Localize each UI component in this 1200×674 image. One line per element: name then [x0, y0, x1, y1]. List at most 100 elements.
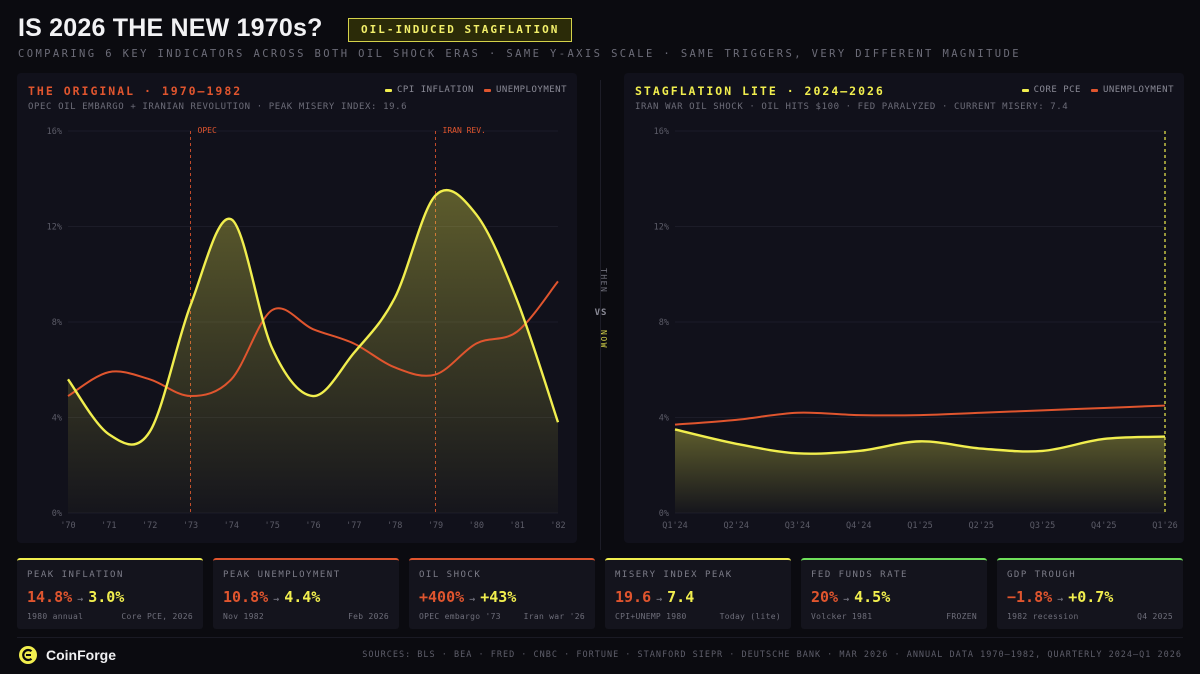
card-then-note: 1980 annual: [27, 612, 84, 621]
page-title: IS 2026 THE NEW 1970s?: [18, 14, 323, 42]
card-now-value: +43%: [480, 588, 517, 606]
stat-card-peak-unemployment: PEAK UNEMPLOYMENT 10.8% → 4.4% Nov 1982 Fe…: [213, 558, 399, 629]
x-tick-label: '73: [183, 521, 198, 531]
stat-card-fed-funds: FED FUNDS RATE 20% → 4.5% Volcker 1981 FRO…: [801, 558, 987, 629]
stat-card-oil-shock: OIL SHOCK +400% → +43% OPEC embargo '73 Ir…: [409, 558, 595, 629]
card-now-note: Core PCE, 2026: [121, 612, 193, 621]
card-then-value: 14.8%: [27, 588, 73, 606]
legend-swatch-icon: [1021, 88, 1029, 92]
legend-label: CORE PCE: [1033, 85, 1081, 95]
x-tick-label: Q1'25: [907, 521, 933, 531]
card-now-value: 4.4%: [284, 588, 321, 606]
brand-name: CoinForge: [46, 647, 116, 663]
x-tick-label: '74: [224, 521, 239, 531]
x-tick-label: '79: [428, 521, 443, 531]
card-values: 10.8% → 4.4%: [223, 588, 320, 606]
chart-legend: CPI INFLATION UNEMPLOYMENT: [385, 85, 567, 95]
legend-item-inflation: CPI INFLATION: [385, 85, 474, 95]
x-tick-label: Q2'25: [968, 521, 994, 531]
legend-label: UNEMPLOYMENT: [1102, 85, 1174, 95]
card-now-note: Q4 2025: [1137, 612, 1173, 621]
panel-divider: [600, 80, 601, 550]
arrow-right-icon: →: [273, 594, 280, 605]
card-then-note: 1982 recession: [1007, 612, 1079, 621]
card-now-note: Feb 2026: [348, 612, 389, 621]
inflation-line: [674, 428, 1166, 455]
x-tick-label: Q3'24: [785, 521, 811, 531]
line-chart-1970s: 0% 4% 8% 12% 16% '70 '71 '72 '73 '74 '75 '76 '77 '78 '…: [47, 126, 566, 531]
y-tick-label: 16%: [654, 127, 669, 137]
card-then-note: Nov 1982: [223, 612, 264, 621]
card-label: PEAK INFLATION: [27, 570, 124, 580]
card-now-value: 3.0%: [88, 588, 125, 606]
line-chart-2020s: 0% 4% 8% 12% 16% Q1'24 Q2'24 Q3'24 Q4'24 Q1'25 Q2'…: [654, 127, 1178, 531]
y-tick-label: 0%: [52, 509, 62, 519]
x-tick-label: '70: [60, 521, 75, 531]
card-label: OIL SHOCK: [419, 570, 482, 580]
x-tick-label: Q4'25: [1091, 521, 1117, 531]
card-values: 19.6 → 7.4: [615, 588, 694, 606]
stat-card-misery-index: MISERY INDEX PEAK 19.6 → 7.4 CPI+UNEMP 198…: [605, 558, 791, 629]
y-tick-label: 12%: [47, 223, 62, 233]
card-then-value: +400%: [419, 588, 465, 606]
x-tick-label: '72: [142, 521, 157, 531]
panel-subtitle: IRAN WAR OIL SHOCK · OIL HITS $100 · FED…: [635, 102, 1069, 112]
legend-item-unemployment: UNEMPLOYMENT: [1090, 85, 1174, 95]
legend-swatch-icon: [1090, 88, 1098, 92]
x-tick-label: '71: [101, 521, 116, 531]
page-subtitle: COMPARING 6 KEY INDICATORS ACROSS BOTH O…: [18, 48, 1021, 60]
y-tick-label: 4%: [52, 414, 62, 424]
x-tick-label: Q4'24: [846, 521, 872, 531]
x-tick-label: '80: [469, 521, 484, 531]
chart-legend: CORE PCE UNEMPLOYMENT: [1021, 85, 1174, 95]
chart-panel-1970s: THE ORIGINAL · 1970–1982 OPEC OIL EMBARG…: [17, 73, 577, 543]
card-then-note: OPEC embargo '73: [419, 612, 501, 621]
card-now-value: +0.7%: [1068, 588, 1114, 606]
footer-divider: [17, 637, 1183, 638]
card-values: +400% → +43%: [419, 588, 516, 606]
event-label: OPEC: [198, 126, 217, 135]
arrow-right-icon: →: [77, 594, 84, 605]
x-tick-label: '82: [550, 521, 565, 531]
card-now-note: Today (lite): [719, 612, 781, 621]
x-tick-label: Q1'26: [1152, 521, 1178, 531]
brand[interactable]: CoinForge: [18, 645, 116, 665]
panel-subtitle: OPEC OIL EMBARGO + IRANIAN REVOLUTION · …: [28, 102, 408, 112]
unemployment-line: [67, 280, 559, 398]
x-tick-label: Q1'24: [662, 521, 688, 531]
y-tick-label: 0%: [659, 509, 669, 519]
x-tick-label: '75: [264, 521, 279, 531]
card-now-note: Iran war '26: [523, 612, 585, 621]
y-tick-label: 8%: [52, 318, 62, 328]
y-tick-label: 4%: [659, 414, 669, 424]
topic-badge: OIL-INDUCED STAGFLATION: [348, 18, 573, 42]
card-now-note: FROZEN: [946, 612, 977, 621]
arrow-right-icon: →: [656, 594, 663, 605]
unemployment-line: [674, 404, 1166, 426]
card-then-value: 10.8%: [223, 588, 269, 606]
card-now-value: 4.5%: [854, 588, 891, 606]
x-tick-label: '76: [305, 521, 320, 531]
coinforge-logo-icon: [19, 646, 37, 664]
x-tick-label: Q2'24: [723, 521, 749, 531]
card-values: 14.8% → 3.0%: [27, 588, 124, 606]
arrow-right-icon: →: [469, 594, 476, 605]
card-then-value: 19.6: [615, 588, 652, 606]
card-then-value: 20%: [811, 588, 839, 606]
panel-title: THE ORIGINAL · 1970–1982: [28, 84, 243, 98]
x-tick-label: Q3'25: [1030, 521, 1056, 531]
inflation-area: [675, 429, 1165, 513]
arrow-right-icon: →: [843, 594, 850, 605]
sources-note: SOURCES: BLS · BEA · FRED · CNBC · FORTU…: [362, 650, 1182, 660]
card-values: −1.8% → +0.7%: [1007, 588, 1113, 606]
legend-item-core-pce: CORE PCE: [1021, 85, 1081, 95]
chart-panel-2020s: STAGFLATION LITE · 2024–2026 IRAN WAR OI…: [624, 73, 1184, 543]
legend-item-unemployment: UNEMPLOYMENT: [483, 85, 567, 95]
inflation-line: [67, 188, 560, 446]
x-tick-label: '81: [509, 521, 524, 531]
legend-label: CPI INFLATION: [397, 85, 474, 95]
card-label: PEAK UNEMPLOYMENT: [223, 570, 341, 580]
card-then-note: CPI+UNEMP 1980: [615, 612, 687, 621]
card-label: MISERY INDEX PEAK: [615, 570, 733, 580]
stat-card-peak-inflation: PEAK INFLATION 14.8% → 3.0% 1980 annual Co…: [17, 558, 203, 629]
